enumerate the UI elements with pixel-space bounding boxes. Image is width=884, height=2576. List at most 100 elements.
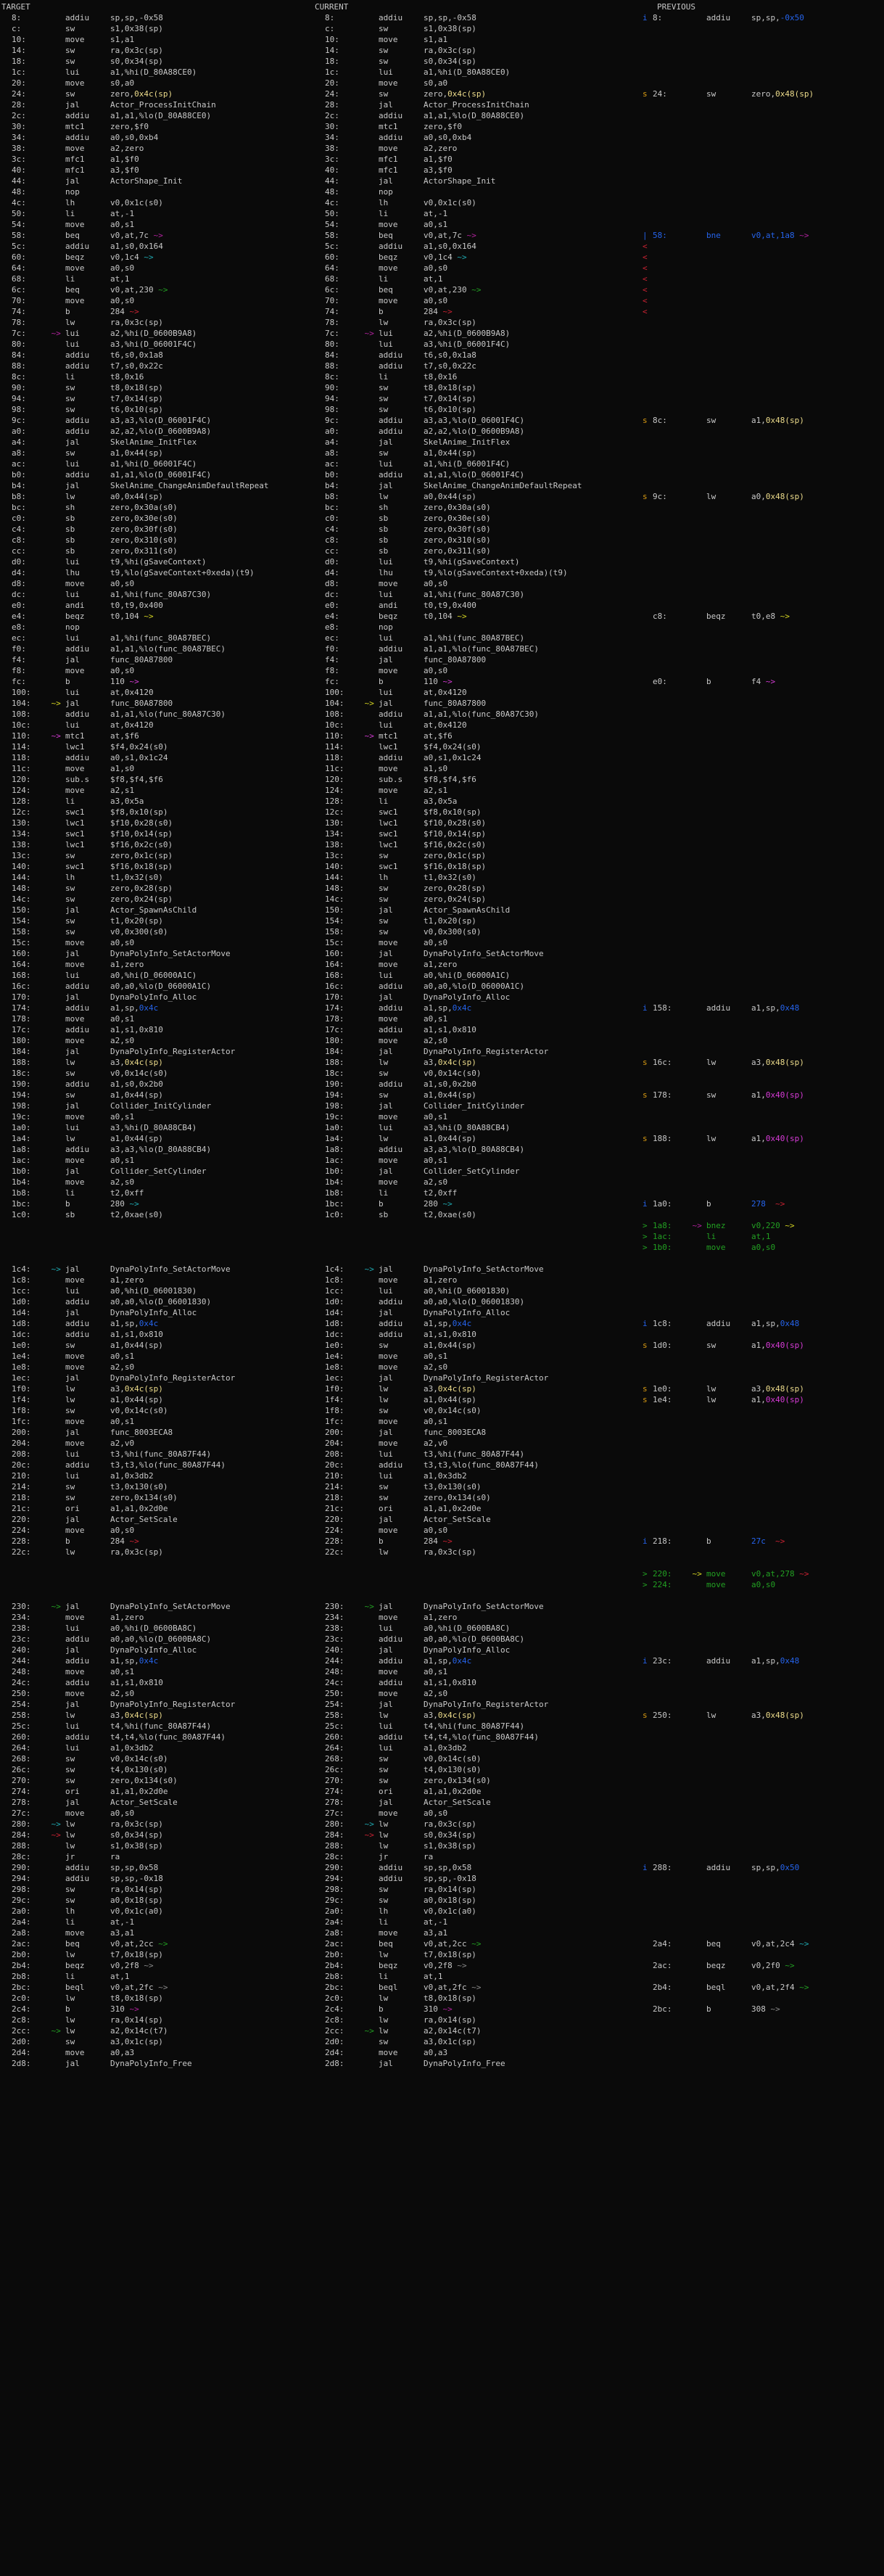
diff-row[interactable]: 290: addiu sp,sp,0x58 290: addiu sp,sp,0x58 i 2… — [0, 1862, 884, 1873]
previous-cell[interactable] — [641, 959, 884, 970]
target-cell[interactable]: c4: sb zero,0x30f(s0) — [0, 524, 313, 535]
target-cell[interactable]: 1c4: ~> jal DynaPolyInfo_SetActorMove — [0, 1264, 313, 1275]
target-cell[interactable]: 84: addiu t6,s0,0x1a8 — [0, 350, 313, 361]
diff-row[interactable]: 2c4: b 310 ~> 2c4: b 310 ~> 2bc: b 308 ~> — [0, 2004, 884, 2015]
target-cell[interactable]: 8: addiu sp,sp,-0x58 — [0, 12, 313, 23]
target-cell[interactable]: 274: ori a1,a1,0x2d0e — [0, 1786, 313, 1797]
previous-cell[interactable] — [641, 1612, 884, 1623]
previous-cell[interactable] — [641, 1155, 884, 1166]
diff-row[interactable]: 150: jal Actor_SpawnAsChild 150: jal Actor_Sp… — [0, 905, 884, 915]
current-cell[interactable]: 7c: ~> lui a2,%hi(D_0600B9A8) — [313, 328, 641, 339]
current-cell[interactable]: 1b4: move a2,s0 — [313, 1177, 641, 1188]
current-cell[interactable]: 2ac: beq v0,at,2cc ~> — [313, 1938, 641, 1949]
target-cell[interactable]: 1d0: addiu a0,a0,%lo(D_06001830) — [0, 1296, 313, 1307]
current-cell[interactable]: 130: lwc1 $f10,0x28(s0) — [313, 818, 641, 828]
diff-row[interactable]: 2cc: ~> lw a2,0x14c(t7) 2cc: ~> lw a2,0x14c(t… — [0, 2025, 884, 2036]
current-cell[interactable]: 21c: ori a1,a1,0x2d0e — [313, 1503, 641, 1514]
previous-cell[interactable] — [641, 807, 884, 818]
current-cell[interactable] — [313, 1231, 641, 1242]
diff-row[interactable]: 288: lw s1,0x38(sp) 288: lw s1,0x38(sp) — [0, 1840, 884, 1851]
target-cell[interactable] — [0, 1568, 313, 1579]
previous-cell[interactable] — [641, 665, 884, 676]
current-cell[interactable]: b4: jal SkelAnime_ChangeAnimDefaultRepeat — [313, 480, 641, 491]
current-cell[interactable]: 1c: lui a1,%hi(D_80A88CE0) — [313, 67, 641, 78]
target-cell[interactable]: 260: addiu t4,t4,%lo(func_80A87F44) — [0, 1732, 313, 1742]
asm-diff-viewer[interactable]: TARGET CURRENT PREVIOUS 8: addiu sp,sp,-0x… — [0, 0, 884, 2069]
current-cell[interactable]: 78: lw ra,0x3c(sp) — [313, 317, 641, 328]
previous-cell[interactable] — [641, 469, 884, 480]
current-cell[interactable]: 70: move a0,s0 — [313, 295, 641, 306]
current-cell[interactable]: 20c: addiu t3,t3,%lo(func_80A87F44) — [313, 1460, 641, 1470]
current-cell[interactable]: 160: jal DynaPolyInfo_SetActorMove — [313, 948, 641, 959]
previous-cell[interactable] — [641, 1634, 884, 1645]
current-cell[interactable]: 25c: lui t4,%hi(func_80A87F44) — [313, 1721, 641, 1732]
diff-row[interactable]: 284: ~> lw s0,0x34(sp) 284: ~> lw s0,0x34(sp) — [0, 1830, 884, 1840]
previous-cell[interactable] — [641, 1666, 884, 1677]
previous-cell[interactable] — [641, 328, 884, 339]
previous-cell[interactable] — [641, 437, 884, 448]
diff-row[interactable]: 21c: ori a1,a1,0x2d0e 21c: ori a1,a1,0x2d0e — [0, 1503, 884, 1514]
previous-cell[interactable]: i 1a0: b 278 ~> — [641, 1198, 884, 1209]
previous-cell[interactable] — [641, 1819, 884, 1830]
target-cell[interactable]: 2ac: beq v0,at,2cc ~> — [0, 1938, 313, 1949]
current-cell[interactable]: 240: jal DynaPolyInfo_Alloc — [313, 1645, 641, 1655]
current-cell[interactable] — [313, 1220, 641, 1231]
diff-row[interactable]: 2a0: lh v0,0x1c(a0) 2a0: lh v0,0x1c(a0) — [0, 1906, 884, 1917]
target-cell[interactable]: 178: move a0,s1 — [0, 1013, 313, 1024]
target-cell[interactable]: 7c: ~> lui a2,%hi(D_0600B9A8) — [0, 328, 313, 339]
previous-cell[interactable] — [641, 186, 884, 197]
current-cell[interactable] — [313, 1253, 641, 1264]
previous-cell[interactable] — [641, 382, 884, 393]
current-cell[interactable]: 1ec: jal DynaPolyInfo_RegisterActor — [313, 1373, 641, 1383]
diff-row[interactable]: 54: move a0,s1 54: move a0,s1 — [0, 219, 884, 230]
previous-cell[interactable]: s 16c: lw a3,0x48(sp) — [641, 1057, 884, 1068]
diff-row[interactable]: 27c: move a0,s0 27c: move a0,s0 — [0, 1808, 884, 1819]
previous-cell[interactable]: < — [641, 295, 884, 306]
current-cell[interactable]: 2bc: beql v0,at,2fc ~> — [313, 1982, 641, 1993]
diff-row[interactable]: 154: sw t1,0x20(sp) 154: sw t1,0x20(sp) — [0, 915, 884, 926]
previous-cell[interactable] — [641, 1764, 884, 1775]
target-cell[interactable]: 2b4: beqz v0,2f8 ~> — [0, 1960, 313, 1971]
target-cell[interactable]: 3c: mfc1 a1,$f0 — [0, 154, 313, 165]
current-cell[interactable]: 150: jal Actor_SpawnAsChild — [313, 905, 641, 915]
previous-cell[interactable] — [641, 1808, 884, 1819]
previous-cell[interactable] — [641, 1492, 884, 1503]
diff-row[interactable]: 98: sw t6,0x10(sp) 98: sw t6,0x10(sp) — [0, 404, 884, 415]
target-cell[interactable] — [0, 1590, 313, 1601]
previous-cell[interactable] — [641, 698, 884, 709]
current-cell[interactable]: 274: ori a1,a1,0x2d0e — [313, 1786, 641, 1797]
current-cell[interactable]: 154: sw t1,0x20(sp) — [313, 915, 641, 926]
previous-cell[interactable] — [641, 1601, 884, 1612]
current-cell[interactable]: 2d4: move a0,a3 — [313, 2047, 641, 2058]
previous-cell[interactable] — [641, 1449, 884, 1460]
current-cell[interactable]: 158: sw v0,0x300(s0) — [313, 926, 641, 937]
target-cell[interactable]: 1bc: b 280 ~> — [0, 1198, 313, 1209]
target-cell[interactable]: 2d0: sw a3,0x1c(sp) — [0, 2036, 313, 2047]
diff-row[interactable]: c4: sb zero,0x30f(s0) c4: sb zero,0x30f(s0) — [0, 524, 884, 535]
diff-row[interactable]: 170: jal DynaPolyInfo_Alloc 170: jal DynaPoly… — [0, 992, 884, 1003]
current-cell[interactable]: e4: beqz t0,104 ~> — [313, 611, 641, 622]
current-cell[interactable]: 284: ~> lw s0,0x34(sp) — [313, 1830, 641, 1840]
previous-cell[interactable] — [641, 915, 884, 926]
target-cell[interactable]: 2d8: jal DynaPolyInfo_Free — [0, 2058, 313, 2069]
previous-cell[interactable] — [641, 67, 884, 78]
current-cell[interactable]: 3c: mfc1 a1,$f0 — [313, 154, 641, 165]
current-cell[interactable]: 26c: sw t4,0x130(s0) — [313, 1764, 641, 1775]
target-cell[interactable]: 254: jal DynaPolyInfo_RegisterActor — [0, 1699, 313, 1710]
target-cell[interactable]: 38: move a2,zero — [0, 143, 313, 154]
target-cell[interactable]: 230: ~> jal DynaPolyInfo_SetActorMove — [0, 1601, 313, 1612]
target-cell[interactable]: 50: li at,-1 — [0, 208, 313, 219]
previous-cell[interactable] — [641, 600, 884, 611]
diff-row[interactable]: 254: jal DynaPolyInfo_RegisterActor 254: jal… — [0, 1699, 884, 1710]
diff-row[interactable]: 68: li at,1 68: li at,1 < — [0, 273, 884, 284]
diff-row[interactable]: 13c: sw zero,0x1c(sp) 13c: sw zero,0x1c(sp) — [0, 850, 884, 861]
target-cell[interactable]: 2c: addiu a1,a1,%lo(D_80A88CE0) — [0, 110, 313, 121]
current-cell[interactable]: 1bc: b 280 ~> — [313, 1198, 641, 1209]
diff-row[interactable]: 108: addiu a1,a1,%lo(func_80A87C30) 108: add… — [0, 709, 884, 720]
target-cell[interactable]: 108: addiu a1,a1,%lo(func_80A87C30) — [0, 709, 313, 720]
previous-cell[interactable] — [641, 1405, 884, 1416]
previous-cell[interactable] — [641, 1481, 884, 1492]
current-cell[interactable]: 1a8: addiu a3,a3,%lo(D_80A88CB4) — [313, 1144, 641, 1155]
target-cell[interactable]: 27c: move a0,s0 — [0, 1808, 313, 1819]
diff-row[interactable]: 180: move a2,s0 180: move a2,s0 — [0, 1035, 884, 1046]
